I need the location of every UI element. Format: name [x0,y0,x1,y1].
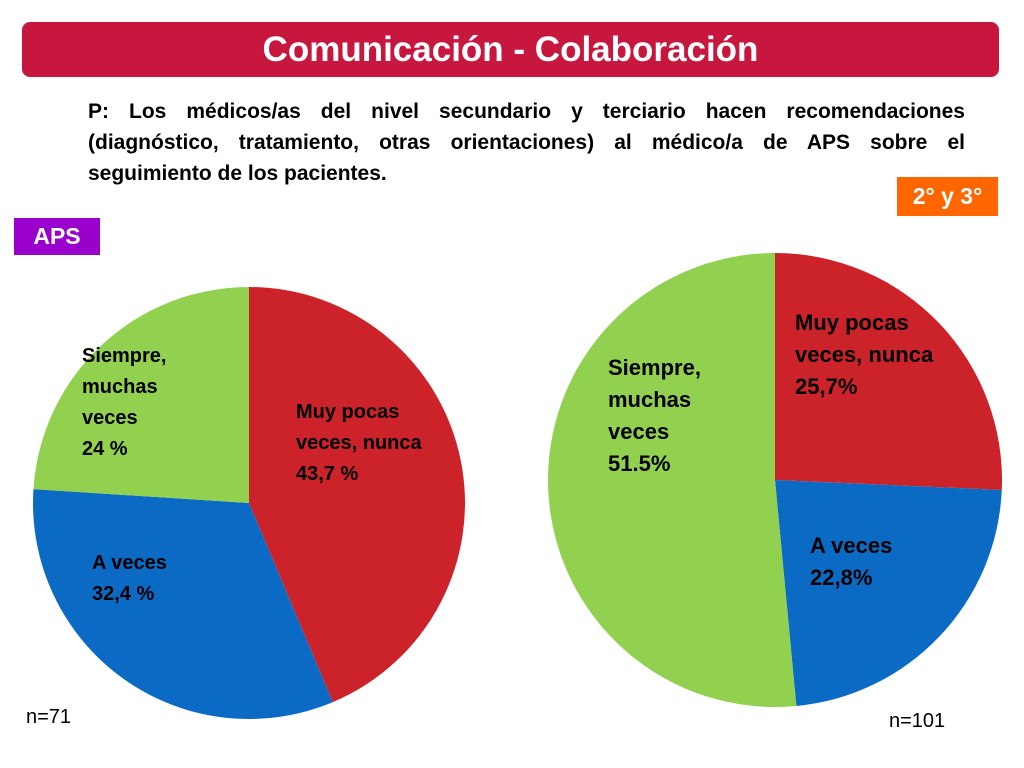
aps-sample-size: n=71 [26,706,72,728]
pie-slice-siempre [547,252,797,708]
secondary-sample-size: n=101 [889,710,946,732]
pie-slice-muy-pocas [775,253,1002,490]
secondary-pie: Muy pocas veces, nunca 25,7% A veces 22,8% Si… [547,252,1002,708]
slice-label-muy-pocas: Muy pocas veces, nunca 25,7% [795,310,934,399]
secondary-tertiary-group-badge: 2° y 3° [897,177,998,216]
title-banner: Comunicación - Colaboración [22,22,999,77]
pie-slice-a-veces [775,480,1002,706]
aps-group-badge: APS [14,218,100,255]
slice-label-muy-pocas: Muy pocas veces, nunca 43,7 % [296,401,423,485]
pie-slice-muy-pocas [249,287,465,703]
aps-pie: Muy pocas veces, nunca 43,7 % A veces 32,4 %… [33,287,465,719]
slice-label-siempre: Siempre, muchas veces 51.5% [608,355,701,476]
page-title: Comunicación - Colaboración [262,29,759,69]
slice-label-a-veces: A veces 32,4 % [92,552,167,605]
slice-label-siempre: Siempre, muchas veces 24 % [82,345,166,460]
pie-slice-a-veces [33,489,333,719]
slice-label-a-veces: A veces 22,8% [810,533,892,590]
survey-question: P: Los médicos/as del nivel secundario y… [88,100,965,185]
pie-slice-siempre [33,287,250,503]
